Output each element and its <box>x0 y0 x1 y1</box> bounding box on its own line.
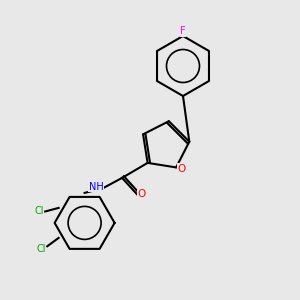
Text: O: O <box>177 164 186 174</box>
Text: Cl: Cl <box>34 206 44 217</box>
Text: NH: NH <box>88 182 104 192</box>
Text: Cl: Cl <box>37 244 46 254</box>
Text: F: F <box>180 26 186 37</box>
Text: O: O <box>137 189 146 200</box>
